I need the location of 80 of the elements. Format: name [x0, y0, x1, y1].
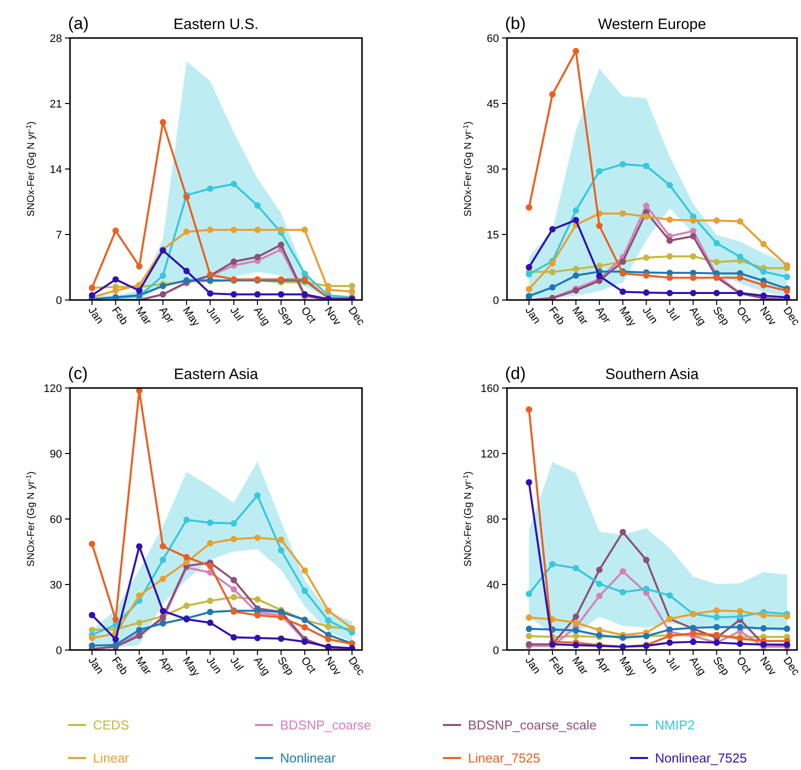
x-tick-label: Dec	[780, 654, 801, 678]
x-tick-label: Jul	[227, 654, 246, 674]
y-tick-label: 45	[486, 98, 499, 110]
text: (d)	[505, 364, 526, 383]
x-tick-label: Jun	[640, 654, 660, 676]
x-tick-label: Nov	[322, 654, 344, 678]
x-tick-label: Nov	[322, 304, 344, 328]
x-tick-label: Nov	[757, 654, 778, 678]
x-tick-label: Apr	[156, 654, 176, 676]
y-tick-label: 0	[56, 644, 62, 657]
x-tick-label: Apr	[156, 304, 176, 326]
x-tick-label: Jun	[204, 304, 224, 326]
y-tick-label: 60	[50, 514, 62, 526]
x-tick-label: Dec	[780, 304, 801, 328]
x-tick-label: Dec	[346, 654, 367, 678]
chart-title: Western Europe	[598, 16, 706, 33]
x-tick-label: Sep	[710, 304, 732, 328]
y-tick-label: 28	[50, 32, 62, 45]
x-tick-label: Jun	[204, 654, 224, 676]
y-tick-label: 0	[492, 294, 499, 307]
x-tick-label: Jul	[227, 304, 246, 324]
y-tick-label: 0	[56, 294, 62, 307]
chart-title: Eastern Asia	[174, 366, 259, 383]
x-tick-label: Oct	[734, 654, 754, 676]
x-tick-label: Dec	[346, 304, 367, 328]
y-tick-label: 120	[480, 448, 499, 460]
y-tick-label: 15	[486, 229, 499, 242]
text: (b)	[505, 14, 526, 33]
y-tick-label: 120	[44, 382, 62, 395]
x-tick-label: Aug	[250, 654, 272, 678]
x-tick-label: Sep	[710, 654, 732, 678]
x-tick-label: Feb	[546, 304, 567, 328]
x-tick-label: Apr	[592, 654, 613, 676]
x-tick-label: Mar	[132, 304, 154, 328]
x-tick-label: Feb	[546, 654, 567, 678]
legend-label: Linear	[93, 750, 130, 766]
legend-label: Linear_7525	[468, 750, 540, 766]
y-tick-label: 40	[486, 579, 499, 592]
legend-label: CEDS	[93, 718, 130, 733]
x-tick-label: Feb	[109, 654, 130, 678]
x-tick-label: Sep	[274, 654, 296, 678]
legend-label: Nonlinear	[280, 750, 336, 766]
legend-label: NMIP2	[655, 718, 695, 733]
x-tick-label: Sep	[274, 304, 296, 328]
y-tick-label: 30	[50, 579, 62, 592]
y-tick-label: 14	[50, 164, 62, 176]
chart-title: Eastern U.S.	[173, 16, 259, 33]
text: (a)	[68, 14, 89, 33]
x-tick-label: Aug	[686, 654, 708, 678]
y-tick-label: 80	[486, 514, 499, 526]
y-tick-label: 21	[50, 98, 62, 110]
x-tick-label: Mar	[569, 654, 590, 678]
y-tick-label: 7	[56, 229, 62, 242]
text: (c)	[68, 364, 88, 383]
x-tick-label: Jan	[522, 654, 543, 676]
x-tick-label: Apr	[592, 304, 613, 326]
x-tick-label: Jan	[86, 654, 106, 676]
x-tick-label: Feb	[109, 304, 130, 328]
y-tick-label: 0	[492, 644, 499, 657]
x-tick-label: Jul	[663, 304, 682, 324]
legend-label: BDSNP_coarse	[280, 718, 372, 733]
x-tick-label: Jun	[640, 304, 660, 326]
y-tick-label: 30	[486, 164, 499, 176]
x-tick-label: Jan	[86, 304, 106, 326]
x-tick-label: Mar	[569, 304, 590, 328]
y-tick-label: 60	[486, 32, 499, 45]
legend-label: BDSNP_coarse_scale	[468, 718, 597, 733]
x-tick-label: Jan	[522, 304, 543, 326]
x-tick-label: Jul	[663, 654, 682, 674]
x-tick-label: Oct	[298, 654, 318, 676]
y-tick-label: 160	[480, 382, 499, 395]
x-tick-label: Aug	[250, 304, 272, 328]
x-tick-label: Oct	[298, 304, 318, 326]
y-tick-label: 90	[50, 448, 62, 460]
chart-title: Southern Asia	[605, 366, 700, 383]
x-tick-label: Oct	[734, 304, 754, 326]
legend-label: Nonlinear_7525	[655, 750, 747, 766]
x-tick-label: Nov	[757, 304, 778, 328]
x-tick-label: Mar	[132, 654, 154, 678]
x-tick-label: Aug	[686, 304, 708, 328]
